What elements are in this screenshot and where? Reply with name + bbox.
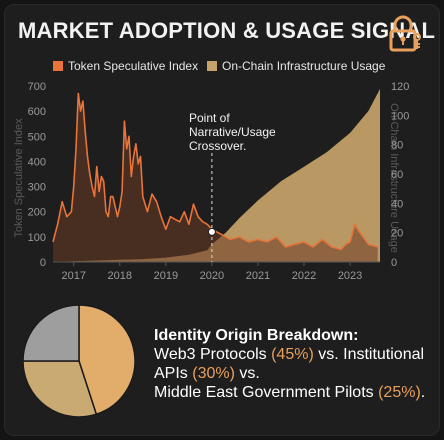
identity-apis-pct: (30%) (192, 365, 235, 382)
right-axis-title: On-Chain Infrastructure Usage (388, 103, 400, 253)
identity-vs-institutional: vs. Institutional (313, 346, 425, 363)
pie-slice-web3 (78, 304, 136, 416)
identity-line-2: APIs (30%) vs. (154, 364, 434, 383)
identity-apis-label: APIs (154, 365, 193, 382)
identity-line-1: Web3 Protocols (45%) vs. Institutional (154, 345, 434, 364)
x-tick-label: 2019 (154, 270, 178, 282)
identity-web3-label: Web3 Protocols (154, 346, 272, 363)
right-tick-label: 80 (391, 140, 403, 152)
infra-usage-area (53, 88, 380, 263)
left-tick-label: 200 (28, 207, 46, 219)
pie-slice-institutional (22, 360, 98, 418)
token-index-fill (53, 93, 378, 262)
padlock-key-icon (389, 15, 421, 52)
identity-web3-pct: (45%) (271, 346, 314, 363)
identity-line-3: Middle East Government Pilots (25%). (154, 383, 434, 402)
crossover-annotation-text: Crossover. (189, 139, 246, 153)
right-tick-label: 20 (391, 228, 403, 240)
token-index-line (52, 92, 378, 251)
left-tick-label: 700 (28, 81, 46, 93)
legend-label-infra: On-Chain Infrastructure Usage (222, 59, 386, 73)
infra-area-layer (53, 88, 380, 263)
right-tick-label: 100 (391, 110, 409, 122)
left-tick-label: 0 (40, 257, 46, 269)
x-tick-label: 2023 (338, 270, 362, 282)
identity-heading: Identity Origin Breakdown: (154, 327, 359, 344)
axes-layer: 0 100 200 300 400 500 600 700 0 20 40 60 80 100 120 201… (28, 81, 410, 282)
left-tick-label: 100 (28, 232, 46, 244)
crossover-annotation-text: Point of (189, 111, 230, 125)
identity-breakdown-text: Identity Origin Breakdown: Web3 Protocol… (154, 326, 434, 402)
left-axis-title: Token Speculative Index (13, 118, 25, 238)
crossover-point (207, 227, 216, 236)
legend-swatch-infra (207, 61, 217, 71)
x-tick-label: 2022 (292, 270, 316, 282)
page-title: MARKET ADOPTION & USAGE SIGNAL (18, 18, 436, 43)
left-tick-label: 400 (28, 156, 46, 168)
identity-vs-2: vs. (234, 365, 260, 382)
identity-period: . (420, 384, 426, 401)
right-tick-label: 60 (391, 169, 403, 181)
pie-slice-government (22, 304, 80, 362)
left-tick-label: 300 (28, 182, 46, 194)
x-tick-label: 2021 (246, 270, 270, 282)
right-tick-label: 0 (391, 257, 397, 269)
right-tick-label: 120 (391, 81, 409, 93)
identity-pie-chart (22, 304, 136, 418)
left-tick-label: 500 (28, 131, 46, 143)
x-tick-label: 2018 (108, 270, 132, 282)
left-tick-label: 600 (28, 106, 46, 118)
identity-gov-label: Middle East Government Pilots (154, 384, 379, 401)
identity-gov-pct: (25%) (378, 384, 421, 401)
legend-swatch-token (53, 61, 63, 71)
token-line-layer (52, 92, 378, 262)
x-tick-label: 2017 (61, 270, 85, 282)
crossover-annotation-text: Narrative/Usage (189, 125, 276, 139)
right-tick-label: 40 (391, 198, 403, 210)
x-tick-label: 2020 (200, 270, 224, 282)
legend-label-token: Token Speculative Index (68, 59, 198, 73)
